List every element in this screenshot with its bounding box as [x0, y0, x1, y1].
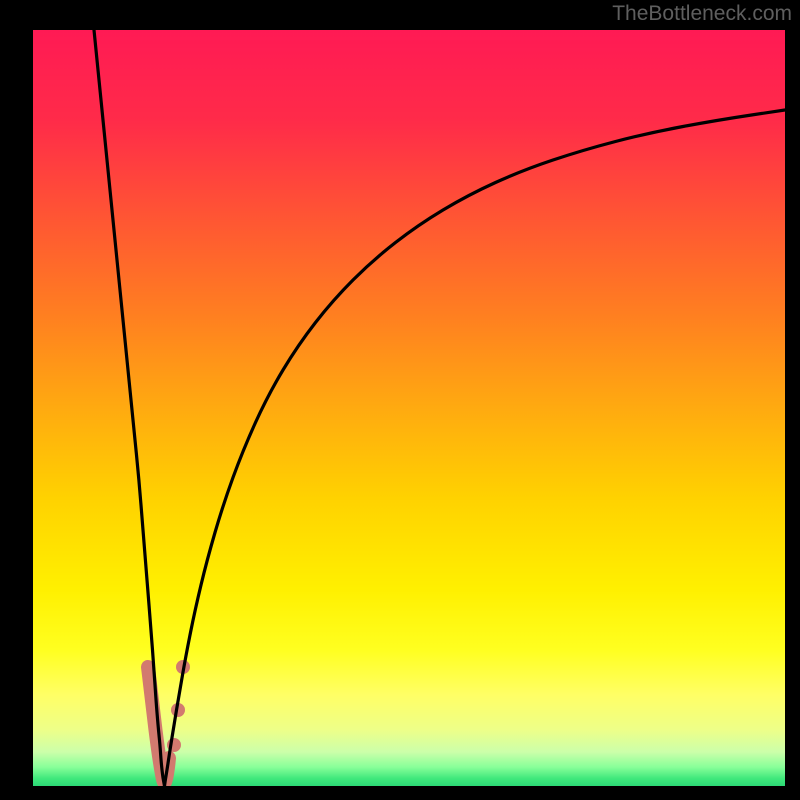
curve-right-branch [165, 110, 786, 786]
curve-left-branch [94, 30, 165, 786]
plot-area [33, 30, 785, 786]
chart-container: TheBottleneck.com [0, 0, 800, 800]
watermark-text: TheBottleneck.com [612, 2, 792, 26]
curves-layer [33, 30, 785, 786]
